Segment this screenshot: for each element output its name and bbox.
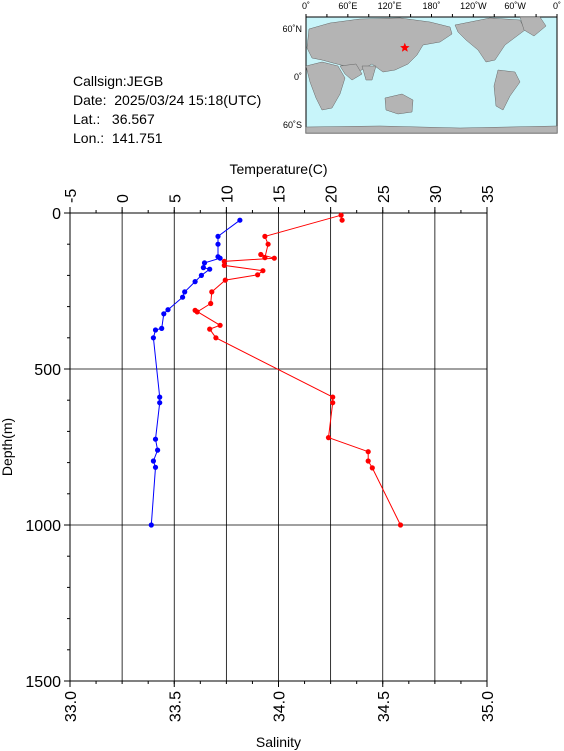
top-tick-label: 10 [219,185,236,203]
temperature-point [262,255,268,261]
y-tick-label: 1000 [25,518,61,535]
temperature-point [222,277,228,283]
salinity-point [150,335,156,341]
station-info: Callsign:JEGB Date: 2025/03/24 15:18(UTC… [73,72,261,148]
top-tick-label: 5 [167,194,184,203]
latitude-text: Lat.: 36.567 [73,111,155,127]
temperature-point [260,268,266,274]
bottom-tick-label: 33.0 [63,691,80,722]
map-lon-label: 0˚ [553,1,561,11]
salinity-point [217,255,223,261]
temperature-point [213,335,219,341]
map-lat-label: 0˚ [294,72,302,82]
temperature-point [255,272,261,278]
temperature-point [365,458,371,464]
salinity-point [215,233,221,239]
salinity-point [237,217,243,223]
map-lon-label: 60˚W [504,1,526,11]
bottom-tick-label: 34.0 [272,691,289,722]
top-tick-label: 15 [272,185,289,203]
map-lat-label: 60˚N [282,24,302,34]
salinity-point [148,522,154,528]
map-land-5 [519,16,547,37]
map-land-0 [306,17,453,73]
temperature-point [397,522,404,528]
temperature-point [271,255,277,261]
temperature-point [221,258,227,264]
map-land-1 [305,61,346,111]
temperature-point [192,307,198,313]
temperature-point [369,465,375,471]
longitude-text: Lon.: 141.751 [73,130,163,146]
temperature-point [207,326,213,332]
map-land-6 [305,125,558,134]
salinity-point [152,327,159,333]
temperature-point [221,262,227,268]
top-axis-label: Temperature(C) [229,161,327,177]
temperature-point [330,400,336,406]
map-land-2 [384,93,414,115]
temperature-point [265,241,271,247]
temperature-point [217,322,223,328]
map-land-8 [361,65,377,81]
temperature-point [325,435,332,441]
top-tick-label: 35 [480,185,497,203]
salinity-point [200,265,206,271]
bottom-tick-label: 33.5 [167,691,184,722]
map-land-4 [493,69,521,111]
salinity-point [215,241,221,247]
salinity-point [161,311,167,317]
map-land-7 [339,63,363,81]
salinity-point [150,458,156,464]
y-tick-label: 500 [34,362,61,379]
temperature-point [338,212,344,218]
map-lon-label: 120˚W [460,1,487,11]
temperature-point [258,251,264,258]
bottom-tick-label: 34.5 [376,691,393,722]
map-land-3 [454,17,526,63]
top-tick-label: 30 [428,185,445,203]
salinity-point [157,394,163,400]
salinity-point [165,307,171,313]
map-lon-label: 120˚E [378,1,402,11]
temperature-point [330,394,336,400]
salinity-point [182,289,188,295]
temperature-point [339,217,345,223]
bottom-axis-label: Salinity [256,734,301,750]
salinity-point [201,260,208,266]
date-text: Date: 2025/03/24 15:18(UTC) [73,92,262,108]
map-lon-label: 180˚ [422,1,440,11]
top-tick-label: 25 [376,185,393,203]
map-lat-label: 60˚S [283,120,302,130]
top-tick-label: 20 [324,185,341,203]
salinity-point [180,294,186,300]
salinity-point [159,325,165,331]
map-lon-label: 60˚E [338,1,357,11]
salinity-point [152,436,159,442]
callsign-text: Callsign:JEGB [73,73,164,89]
top-tick-label: 0 [115,194,132,203]
temperature-point [208,300,214,307]
salinity-point [152,464,159,470]
y-axis-label: Depth(m) [0,418,15,476]
salinity-point [155,447,161,453]
y-tick-label: 1500 [25,674,61,691]
map-lon-label: 0˚ [302,1,310,11]
temperature-point [209,289,215,295]
salinity-point [157,400,163,406]
bottom-tick-label: 35.0 [480,691,497,722]
top-tick-label: -5 [63,189,80,203]
salinity-point [198,272,204,278]
temperature-point [262,233,268,239]
salinity-point [192,279,198,285]
salinity-point [207,266,213,272]
temperature-point [365,449,371,455]
red-star-icon [400,42,410,52]
y-tick-label: 0 [52,206,61,223]
